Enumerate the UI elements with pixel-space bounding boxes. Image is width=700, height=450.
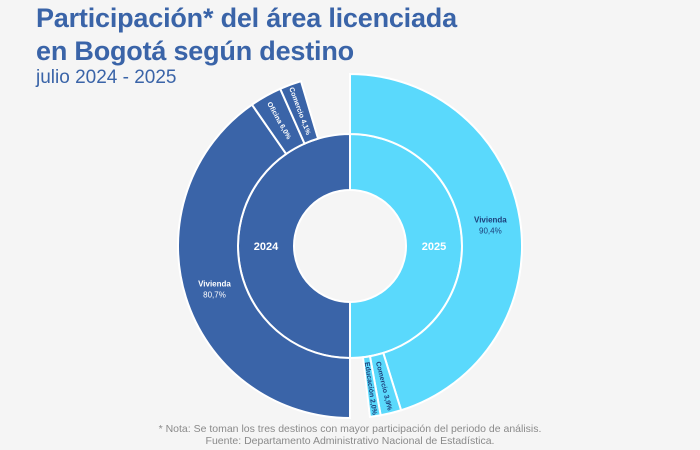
outer-segment-2025-educacion xyxy=(361,355,382,418)
outer-segment-2024-comercio xyxy=(278,79,320,145)
segment-name-2025-vivienda: Vivienda xyxy=(474,216,507,225)
chart-title: Participación* del área licenciada en Bo… xyxy=(36,2,676,68)
title-line-2: en Bogotá según destino xyxy=(36,36,354,66)
segment-label-2025-vivienda: Vivienda 90,4% xyxy=(474,216,507,236)
source-note: Fuente: Departamento Administrativo Naci… xyxy=(205,435,495,447)
inner-label-2025: 2025 xyxy=(422,241,446,253)
outer-segment-2025-vivienda xyxy=(349,72,523,412)
outer-segment-2024-vivienda xyxy=(177,103,351,420)
chart-subtitle: julio 2024 - 2025 xyxy=(36,67,177,88)
segment-name-2024-vivienda: Vivienda xyxy=(198,279,231,288)
segment-value-2024-vivienda: 80,7% xyxy=(203,290,226,299)
footnote: * Nota: Se toman los tres destinos con m… xyxy=(158,423,542,435)
segment-value-2025-vivienda: 90,4% xyxy=(479,227,502,236)
inner-label-2024: 2024 xyxy=(254,241,279,253)
segment-label-2024-vivienda: Vivienda 80,7% xyxy=(198,279,231,299)
title-line-1: Participación* del área licenciada xyxy=(36,3,457,33)
